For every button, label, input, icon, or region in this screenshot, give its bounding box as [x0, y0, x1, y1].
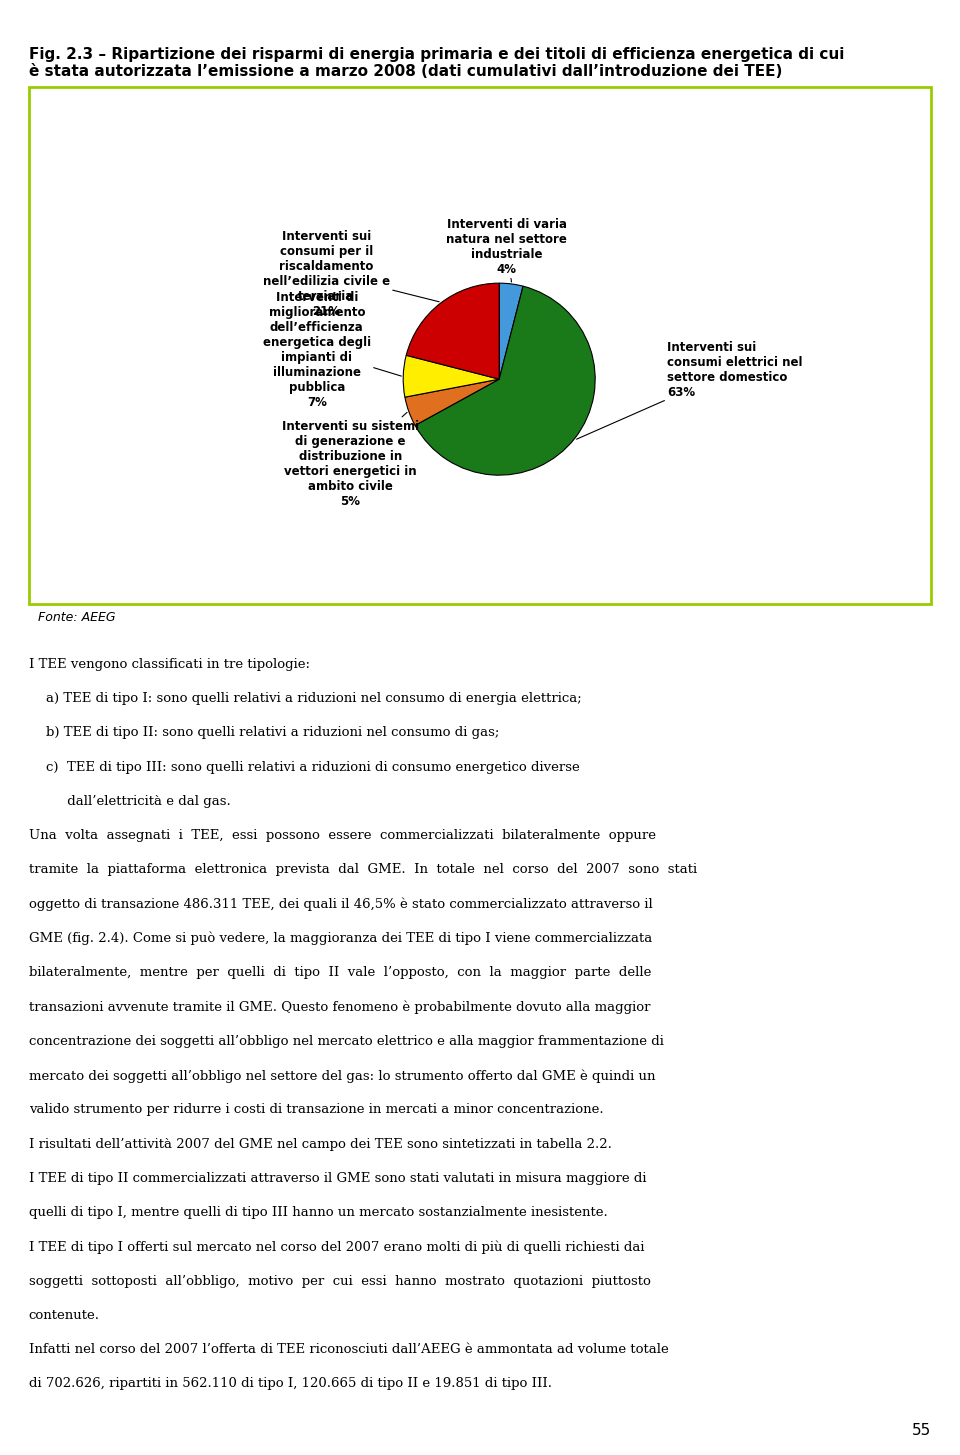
- Text: GME (fig. 2.4). Come si può vedere, la maggioranza dei TEE di tipo I viene comme: GME (fig. 2.4). Come si può vedere, la m…: [29, 933, 652, 946]
- Text: Interventi su sistemi
di generazione e
distribuzione in
vettori energetici in
am: Interventi su sistemi di generazione e d…: [282, 412, 419, 508]
- Text: bilateralmente,  mentre  per  quelli  di  tipo  II  vale  l’opposto,  con  la  m: bilateralmente, mentre per quelli di tip…: [29, 966, 651, 979]
- Text: Interventi sui
consumi elettrici nel
settore domestico
63%: Interventi sui consumi elettrici nel set…: [577, 340, 803, 439]
- Text: di 702.626, ripartiti in 562.110 di tipo I, 120.665 di tipo II e 19.851 di tipo : di 702.626, ripartiti in 562.110 di tipo…: [29, 1378, 552, 1391]
- Text: b) TEE di tipo II: sono quelli relativi a riduzioni nel consumo di gas;: b) TEE di tipo II: sono quelli relativi …: [29, 726, 499, 739]
- Text: soggetti  sottoposti  all’obbligo,  motivo  per  cui  essi  hanno  mostrato  quo: soggetti sottoposti all’obbligo, motivo …: [29, 1275, 651, 1288]
- Text: Fonte: AEEG: Fonte: AEEG: [38, 611, 116, 624]
- Text: I risultati dell’attività 2007 del GME nel campo dei TEE sono sintetizzati in ta: I risultati dell’attività 2007 del GME n…: [29, 1138, 612, 1151]
- Text: tramite  la  piattaforma  elettronica  prevista  dal  GME.  In  totale  nel  cor: tramite la piattaforma elettronica previ…: [29, 863, 697, 876]
- Text: mercato dei soggetti all’obbligo nel settore del gas: lo strumento offerto dal G: mercato dei soggetti all’obbligo nel set…: [29, 1069, 656, 1083]
- Text: I TEE vengono classificati in tre tipologie:: I TEE vengono classificati in tre tipolo…: [29, 658, 310, 671]
- Text: oggetto di transazione 486.311 TEE, dei quali il 46,5% è stato commercializzato : oggetto di transazione 486.311 TEE, dei …: [29, 898, 653, 911]
- Text: c)  TEE di tipo III: sono quelli relativi a riduzioni di consumo energetico dive: c) TEE di tipo III: sono quelli relativi…: [29, 761, 580, 774]
- Text: è stata autorizzata l’emissione a marzo 2008 (dati cumulativi dall’introduzione : è stata autorizzata l’emissione a marzo …: [29, 64, 782, 79]
- Text: I TEE di tipo II commercializzati attraverso il GME sono stati valutati in misur: I TEE di tipo II commercializzati attrav…: [29, 1171, 646, 1184]
- Text: Interventi sui
consumi per il
riscaldamento
nell’edilizia civile e
terziaria
21%: Interventi sui consumi per il riscaldame…: [263, 230, 439, 317]
- Text: contenute.: contenute.: [29, 1310, 100, 1323]
- Text: Una  volta  assegnati  i  TEE,  essi  possono  essere  commercializzati  bilater: Una volta assegnati i TEE, essi possono …: [29, 829, 656, 842]
- Wedge shape: [403, 355, 499, 397]
- Text: a) TEE di tipo I: sono quelli relativi a riduzioni nel consumo di energia elettr: a) TEE di tipo I: sono quelli relativi a…: [29, 693, 582, 706]
- Text: Interventi di
miglioramento
dell’efficienza
energetica degli
impianti di
illumin: Interventi di miglioramento dell’efficie…: [263, 291, 401, 409]
- Text: Interventi di varia
natura nel settore
industriale
4%: Interventi di varia natura nel settore i…: [446, 218, 567, 282]
- Wedge shape: [405, 380, 499, 425]
- Text: transazioni avvenute tramite il GME. Questo fenomeno è probabilmente dovuto alla: transazioni avvenute tramite il GME. Que…: [29, 1001, 650, 1014]
- Text: concentrazione dei soggetti all’obbligo nel mercato elettrico e alla maggior fra: concentrazione dei soggetti all’obbligo …: [29, 1035, 663, 1048]
- Text: valido strumento per ridurre i costi di transazione in mercati a minor concentra: valido strumento per ridurre i costi di …: [29, 1103, 604, 1116]
- Text: quelli di tipo I, mentre quelli di tipo III hanno un mercato sostanzialmente ine: quelli di tipo I, mentre quelli di tipo …: [29, 1206, 608, 1219]
- Text: I TEE di tipo I offerti sul mercato nel corso del 2007 erano molti di più di que: I TEE di tipo I offerti sul mercato nel …: [29, 1241, 644, 1254]
- Wedge shape: [415, 287, 595, 476]
- Text: Infatti nel corso del 2007 l’offerta di TEE riconosciuti dall’AEEG è ammontata a: Infatti nel corso del 2007 l’offerta di …: [29, 1343, 668, 1356]
- Text: Fig. 2.3 – Ripartizione dei risparmi di energia primaria e dei titoli di efficie: Fig. 2.3 – Ripartizione dei risparmi di …: [29, 47, 844, 61]
- Wedge shape: [499, 284, 523, 380]
- Text: 55: 55: [912, 1423, 931, 1438]
- Text: dall’elettricità e dal gas.: dall’elettricità e dal gas.: [29, 794, 230, 808]
- Wedge shape: [406, 284, 499, 380]
